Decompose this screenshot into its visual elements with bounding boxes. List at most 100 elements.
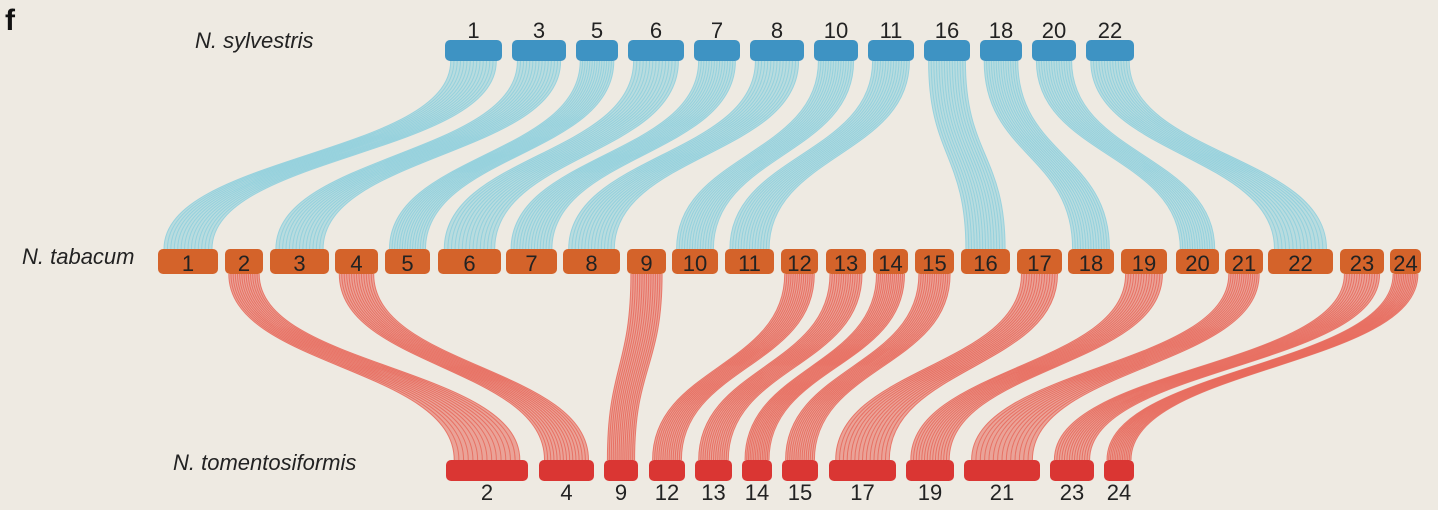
tabacum-chromosome-3 xyxy=(270,249,329,274)
sylvestris-chromosome-18 xyxy=(980,40,1022,61)
species-label-sylvestris: N. sylvestris xyxy=(195,28,314,53)
sylvestris-chromosome-label-7: 7 xyxy=(711,18,723,43)
sylvestris-chromosome-label-18: 18 xyxy=(989,18,1013,43)
link-sylvestris-18-tabacum-18 xyxy=(983,60,1110,250)
link-sylvestris-8-tabacum-8 xyxy=(568,60,800,250)
link-sylvestris-3-tabacum-3 xyxy=(275,60,562,250)
tabacum-chromosome-label-11: 11 xyxy=(738,251,761,276)
tomentosiformis-chromosome-label-4: 4 xyxy=(560,480,572,505)
tabacum-chromosome-label-24: 24 xyxy=(1393,251,1417,276)
tabacum-chromosome-20 xyxy=(1176,249,1219,274)
tabacum-chromosome-9 xyxy=(627,249,666,274)
sylvestris-chromosome-label-1: 1 xyxy=(467,18,479,43)
sylvestris-chromosome-label-6: 6 xyxy=(650,18,662,43)
tabacum-chromosome-label-20: 20 xyxy=(1185,251,1209,276)
tabacum-chromosome-24 xyxy=(1390,249,1421,274)
sylvestris-chromosome-label-22: 22 xyxy=(1098,18,1122,43)
tabacum-chromosome-7 xyxy=(506,249,557,274)
tabacum-chromosome-label-8: 8 xyxy=(585,251,597,276)
tabacum-chromosome-label-23: 23 xyxy=(1350,251,1374,276)
sylvestris-chromosome-label-3: 3 xyxy=(533,18,545,43)
link-sylvestris-20-tabacum-20 xyxy=(1035,60,1216,250)
link-tabacum-14-tomentosiformis-14 xyxy=(744,273,905,461)
tabacum-chromosome-label-13: 13 xyxy=(834,251,858,276)
sylvestris-chromosome-8 xyxy=(750,40,804,61)
sylvestris-chromosome-7 xyxy=(694,40,740,61)
tabacum-chromosome-6 xyxy=(438,249,501,274)
link-tabacum-4-tomentosiformis-4 xyxy=(338,273,589,461)
sylvestris-chromosome-label-8: 8 xyxy=(771,18,783,43)
tomentosiformis-chromosome-label-14: 14 xyxy=(745,480,769,505)
tomentosiformis-chromosome-12 xyxy=(649,460,685,481)
tabacum-chromosome-21 xyxy=(1225,249,1263,274)
link-sylvestris-22-tabacum-22 xyxy=(1090,60,1327,250)
sylvestris-chromosome-label-5: 5 xyxy=(591,18,603,43)
link-sylvestris-6-tabacum-6 xyxy=(443,60,679,250)
tabacum-chromosome-label-15: 15 xyxy=(922,251,946,276)
tabacum-chromosome-label-21: 21 xyxy=(1232,251,1256,276)
sylvestris-chromosome-22 xyxy=(1086,40,1134,61)
link-sylvestris-1-tabacum-1 xyxy=(163,60,497,250)
tabacum-chromosome-label-19: 19 xyxy=(1132,251,1156,276)
sylvestris-chromosome-20 xyxy=(1032,40,1076,61)
tabacum-chromosome-label-22: 22 xyxy=(1288,251,1312,276)
tabacum-chromosome-16 xyxy=(961,249,1010,274)
tabacum-chromosome-label-4: 4 xyxy=(350,251,362,276)
panel-letter: f xyxy=(5,4,16,37)
tomentosiformis-chromosome-4 xyxy=(539,460,594,481)
tabacum-chromosomes: 1 2 3 4 5 6 7 8 9 10 11 12 13 14 15 16 17 18 19 20 21 22 23 24 xyxy=(158,249,1421,276)
tabacum-chromosome-8 xyxy=(563,249,620,274)
tomentosiformis-chromosome-2 xyxy=(446,460,528,481)
tomentosiformis-chromosome-label-17: 17 xyxy=(850,480,874,505)
tabacum-chromosome-14 xyxy=(873,249,908,274)
tomentosiformis-chromosome-label-15: 15 xyxy=(788,480,812,505)
tomentosiformis-chromosome-21 xyxy=(964,460,1040,481)
tomentosiformis-chromosome-15 xyxy=(782,460,818,481)
sylvestris-chromosome-10 xyxy=(814,40,858,61)
link-sylvestris-11-tabacum-11 xyxy=(729,60,910,250)
tabacum-chromosome-label-17: 17 xyxy=(1027,251,1051,276)
tabacum-chromosome-12 xyxy=(781,249,818,274)
tabacum-chromosome-19 xyxy=(1121,249,1167,274)
sylvestris-chromosome-label-11: 11 xyxy=(880,18,903,43)
tabacum-chromosome-17 xyxy=(1017,249,1062,274)
link-tabacum-19-tomentosiformis-19 xyxy=(910,273,1163,461)
tabacum-chromosome-label-18: 18 xyxy=(1079,251,1103,276)
tabacum-chromosome-2 xyxy=(225,249,263,274)
tabacum-chromosome-15 xyxy=(915,249,954,274)
sylvestris-chromosome-11 xyxy=(868,40,914,61)
sylvestris-chromosome-label-20: 20 xyxy=(1042,18,1066,43)
tabacum-chromosome-1 xyxy=(158,249,218,274)
tomentosiformis-chromosome-label-21: 21 xyxy=(990,480,1014,505)
tabacum-chromosome-label-9: 9 xyxy=(640,251,652,276)
link-tabacum-13-tomentosiformis-13 xyxy=(698,273,863,461)
sylvestris-chromosome-3 xyxy=(512,40,566,61)
sylvestris-chromosome-6 xyxy=(628,40,684,61)
tomentosiformis-chromosome-label-24: 24 xyxy=(1107,480,1131,505)
sylvestris-tabacum-links xyxy=(163,60,1327,250)
sylvestris-chromosome-16 xyxy=(924,40,970,61)
tomentosiformis-chromosome-label-23: 23 xyxy=(1060,480,1084,505)
tabacum-tomentosiformis-links xyxy=(228,273,1419,461)
tomentosiformis-chromosome-14 xyxy=(742,460,772,481)
tabacum-chromosome-label-1: 1 xyxy=(182,251,194,276)
tabacum-chromosome-label-2: 2 xyxy=(238,251,250,276)
tomentosiformis-chromosome-label-13: 13 xyxy=(701,480,725,505)
sylvestris-chromosome-5 xyxy=(576,40,618,61)
tabacum-chromosome-label-7: 7 xyxy=(525,251,537,276)
tomentosiformis-chromosome-label-2: 2 xyxy=(481,480,493,505)
link-tabacum-12-tomentosiformis-12 xyxy=(652,273,815,461)
tabacum-chromosome-10 xyxy=(672,249,718,274)
link-tabacum-23-tomentosiformis-23 xyxy=(1053,273,1381,461)
sylvestris-chromosomes: 1 3 5 6 7 8 10 11 16 18 20 22 xyxy=(445,18,1134,61)
tomentosiformis-chromosome-label-19: 19 xyxy=(918,480,942,505)
tabacum-chromosome-4 xyxy=(335,249,378,274)
tomentosiformis-chromosome-13 xyxy=(695,460,732,481)
tabacum-chromosome-label-5: 5 xyxy=(401,251,413,276)
link-sylvestris-16-tabacum-16 xyxy=(928,60,1006,250)
link-sylvestris-7-tabacum-7 xyxy=(510,60,736,250)
tabacum-chromosome-label-16: 16 xyxy=(973,251,997,276)
link-tabacum-15-tomentosiformis-15 xyxy=(785,273,951,461)
tabacum-chromosome-22 xyxy=(1268,249,1333,274)
tabacum-chromosome-label-6: 6 xyxy=(463,251,475,276)
